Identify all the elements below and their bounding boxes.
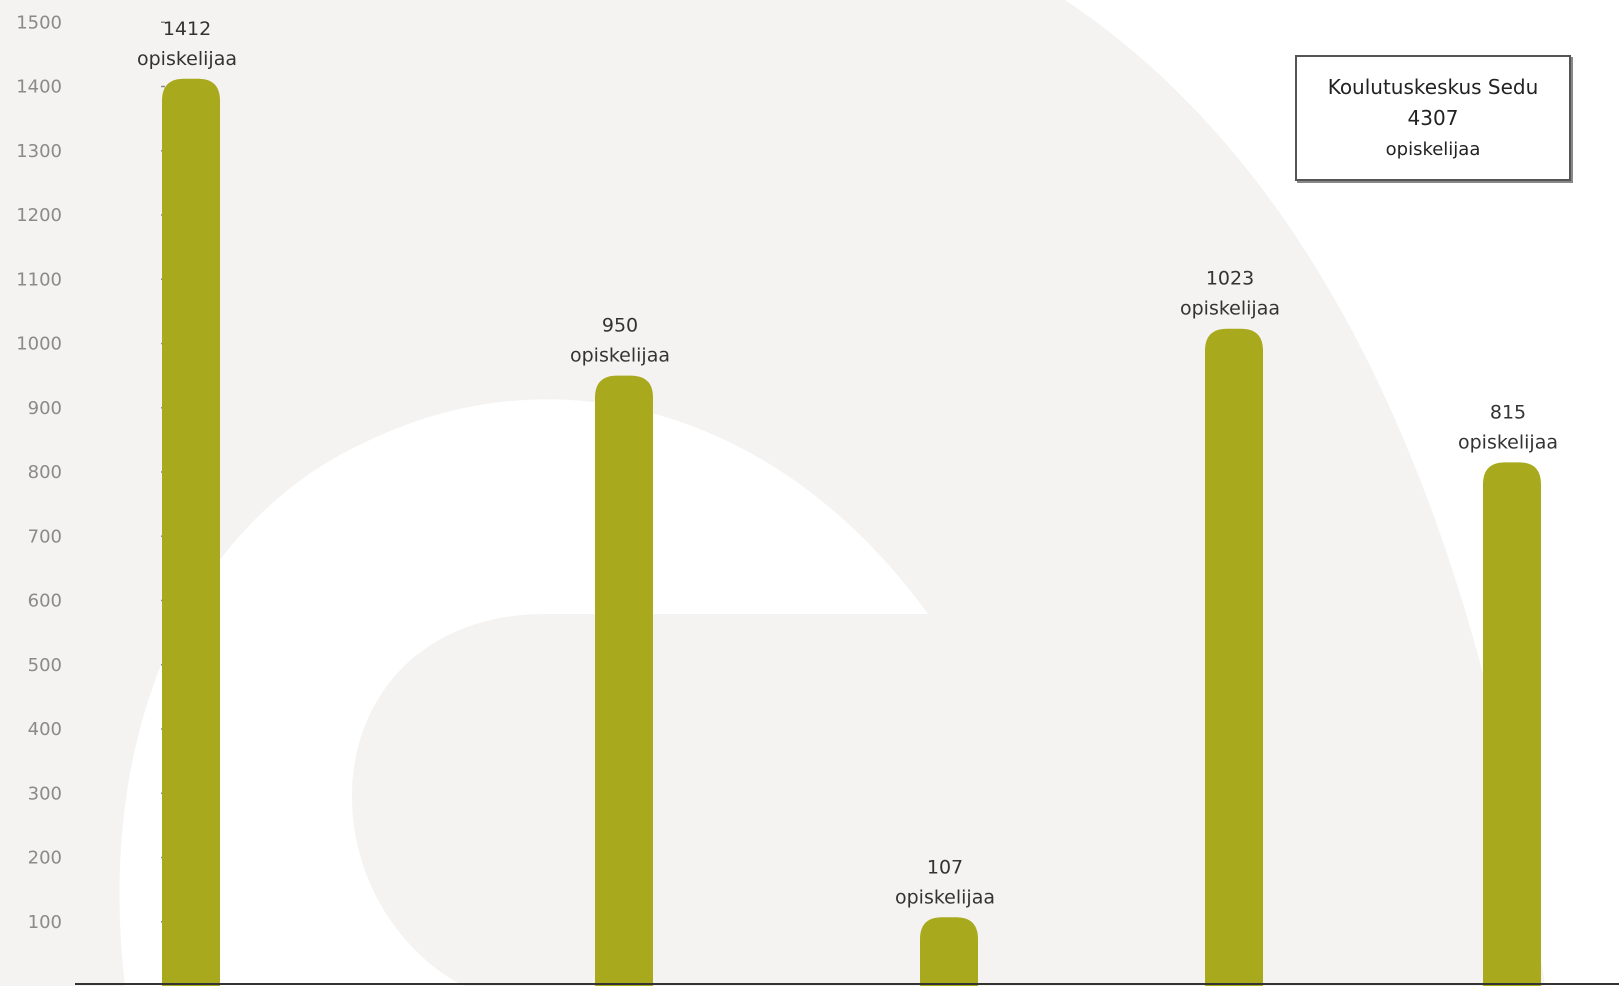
bar-2 xyxy=(595,375,653,986)
background-letter-cutout xyxy=(119,399,928,986)
bar-4 xyxy=(1205,328,1263,986)
y-tick-label: 1200 xyxy=(16,205,62,226)
y-tick-label: 1500 xyxy=(16,12,62,33)
data-label-unit: opiskelijaa xyxy=(570,345,670,367)
data-label-unit: opiskelijaa xyxy=(895,886,995,908)
data-label-value: 1023 xyxy=(1206,268,1254,290)
data-label-unit: opiskelijaa xyxy=(137,48,237,70)
y-tick-label: 900 xyxy=(28,398,62,419)
y-tick-label: 600 xyxy=(28,591,62,612)
y-tick-label: 100 xyxy=(28,912,62,933)
bar-3 xyxy=(920,917,978,986)
data-label-unit: opiskelijaa xyxy=(1180,298,1280,320)
info-box-total: 4307 xyxy=(1407,105,1459,130)
data-label-value: 1412 xyxy=(163,18,211,40)
y-tick-label: 400 xyxy=(28,719,62,740)
y-tick-label: 200 xyxy=(28,848,62,869)
y-axis: 100 200 300 400 500 600 700 800 900 1000 1100 1200 1… xyxy=(16,12,165,933)
info-box-unit: opiskelijaa xyxy=(1385,138,1481,160)
y-tick-label: 500 xyxy=(28,655,62,676)
y-tick-label: 1400 xyxy=(16,77,62,98)
total-info-box: Koulutuskeskus Sedu 4307 opiskelijaa xyxy=(1295,55,1571,181)
bars xyxy=(162,78,1541,986)
background-logo-shape xyxy=(0,0,1545,986)
info-box-title: Koulutuskeskus Sedu xyxy=(1327,74,1539,99)
data-label-value: 815 xyxy=(1490,401,1526,423)
y-tick-label: 800 xyxy=(28,462,62,483)
data-label-unit: opiskelijaa xyxy=(1458,431,1558,453)
y-tick-label: 700 xyxy=(28,526,62,547)
y-tick-label: 300 xyxy=(28,783,62,804)
y-tick-label: 1000 xyxy=(16,334,62,355)
data-label-value: 107 xyxy=(927,856,963,878)
y-tick-label: 1100 xyxy=(16,269,62,290)
y-tick-label: 1300 xyxy=(16,141,62,162)
bar-5 xyxy=(1483,462,1541,986)
data-labels: 1412 opiskelijaa 950 opiskelijaa 107 opiskeli… xyxy=(137,18,1558,908)
bar-1 xyxy=(162,78,220,986)
data-label-value: 950 xyxy=(602,315,638,337)
